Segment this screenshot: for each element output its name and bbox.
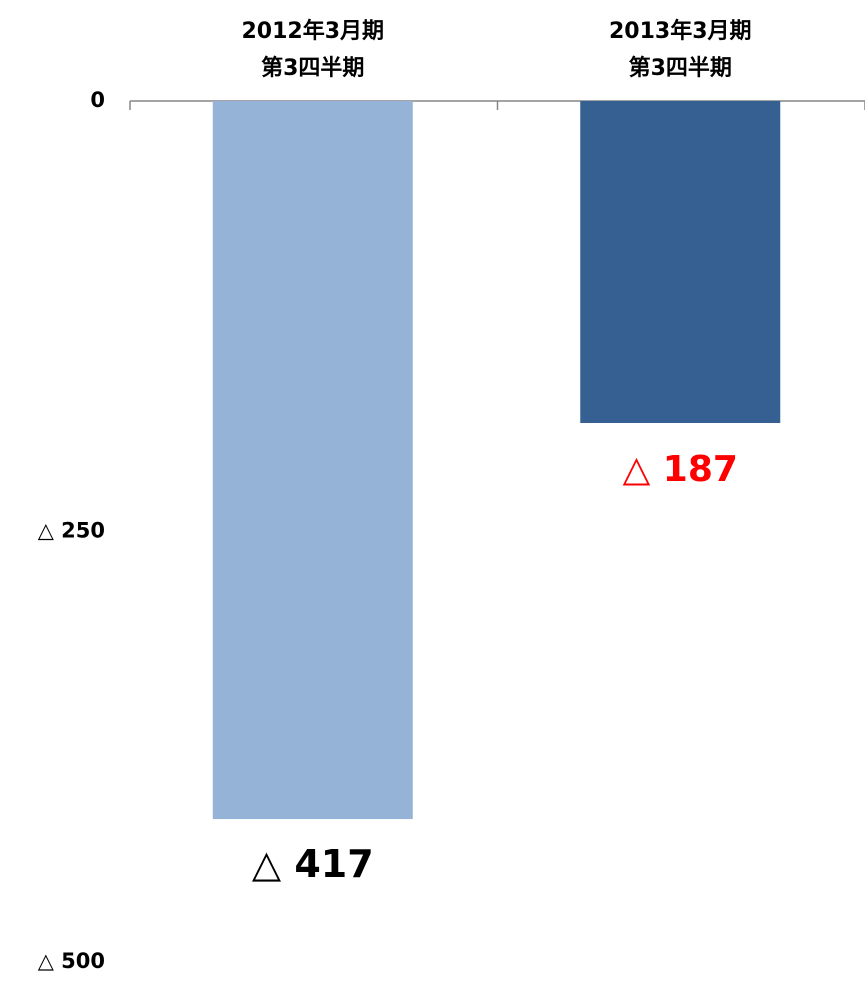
bar-layer (212, 101, 781, 820)
bar (212, 101, 413, 820)
category-label: 2012年3月期 (241, 18, 384, 44)
data-label: △ 187 (623, 449, 738, 490)
category-label: 第3四半期 (629, 55, 732, 81)
category-label: 第3四半期 (261, 55, 364, 81)
bar (580, 101, 781, 424)
y-tick-label: △ 500 (38, 949, 105, 973)
y-tick-label: △ 250 (38, 519, 105, 543)
y-tick-label: 0 (90, 88, 105, 112)
category-label: 2013年3月期 (609, 18, 752, 44)
data-label: △ 417 (252, 842, 374, 886)
